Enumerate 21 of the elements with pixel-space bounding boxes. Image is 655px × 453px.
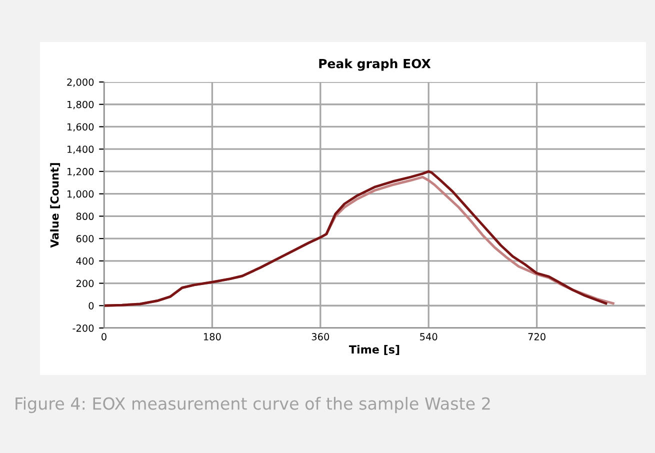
x-tick-label: 540: [420, 333, 438, 340]
caption: Figure 4: EOX measurement curve of the sample Waste 2: [16, 396, 490, 414]
y-tick-label: 400: [76, 257, 94, 265]
x-axis-title: Time [s]: [348, 345, 400, 355]
y-tick-label: 1,600: [68, 123, 94, 132]
y-tick-label: 600: [76, 235, 94, 242]
y-tick-label: -200: [72, 324, 94, 332]
y-tick-label: 0: [88, 302, 94, 310]
x-tick-label: 180: [204, 333, 221, 340]
x-tick-label: 720: [528, 333, 546, 340]
chart-title: Peak graph EOX: [319, 58, 431, 71]
y-tick-label: 1,200: [68, 168, 94, 176]
y-tick-label: 1,000: [68, 190, 94, 199]
x-tick-label: 360: [312, 333, 330, 340]
y-tick-label: 200: [76, 280, 94, 288]
y-tick-label: 2,000: [67, 78, 94, 87]
y-tick-label: 1,400: [68, 146, 94, 154]
x-tick-label: 0: [102, 333, 106, 340]
y-tick-label: 1,800: [68, 100, 94, 110]
y-axis-title: Value [Count]: [50, 163, 60, 248]
y-tick-label: 800: [76, 212, 94, 220]
